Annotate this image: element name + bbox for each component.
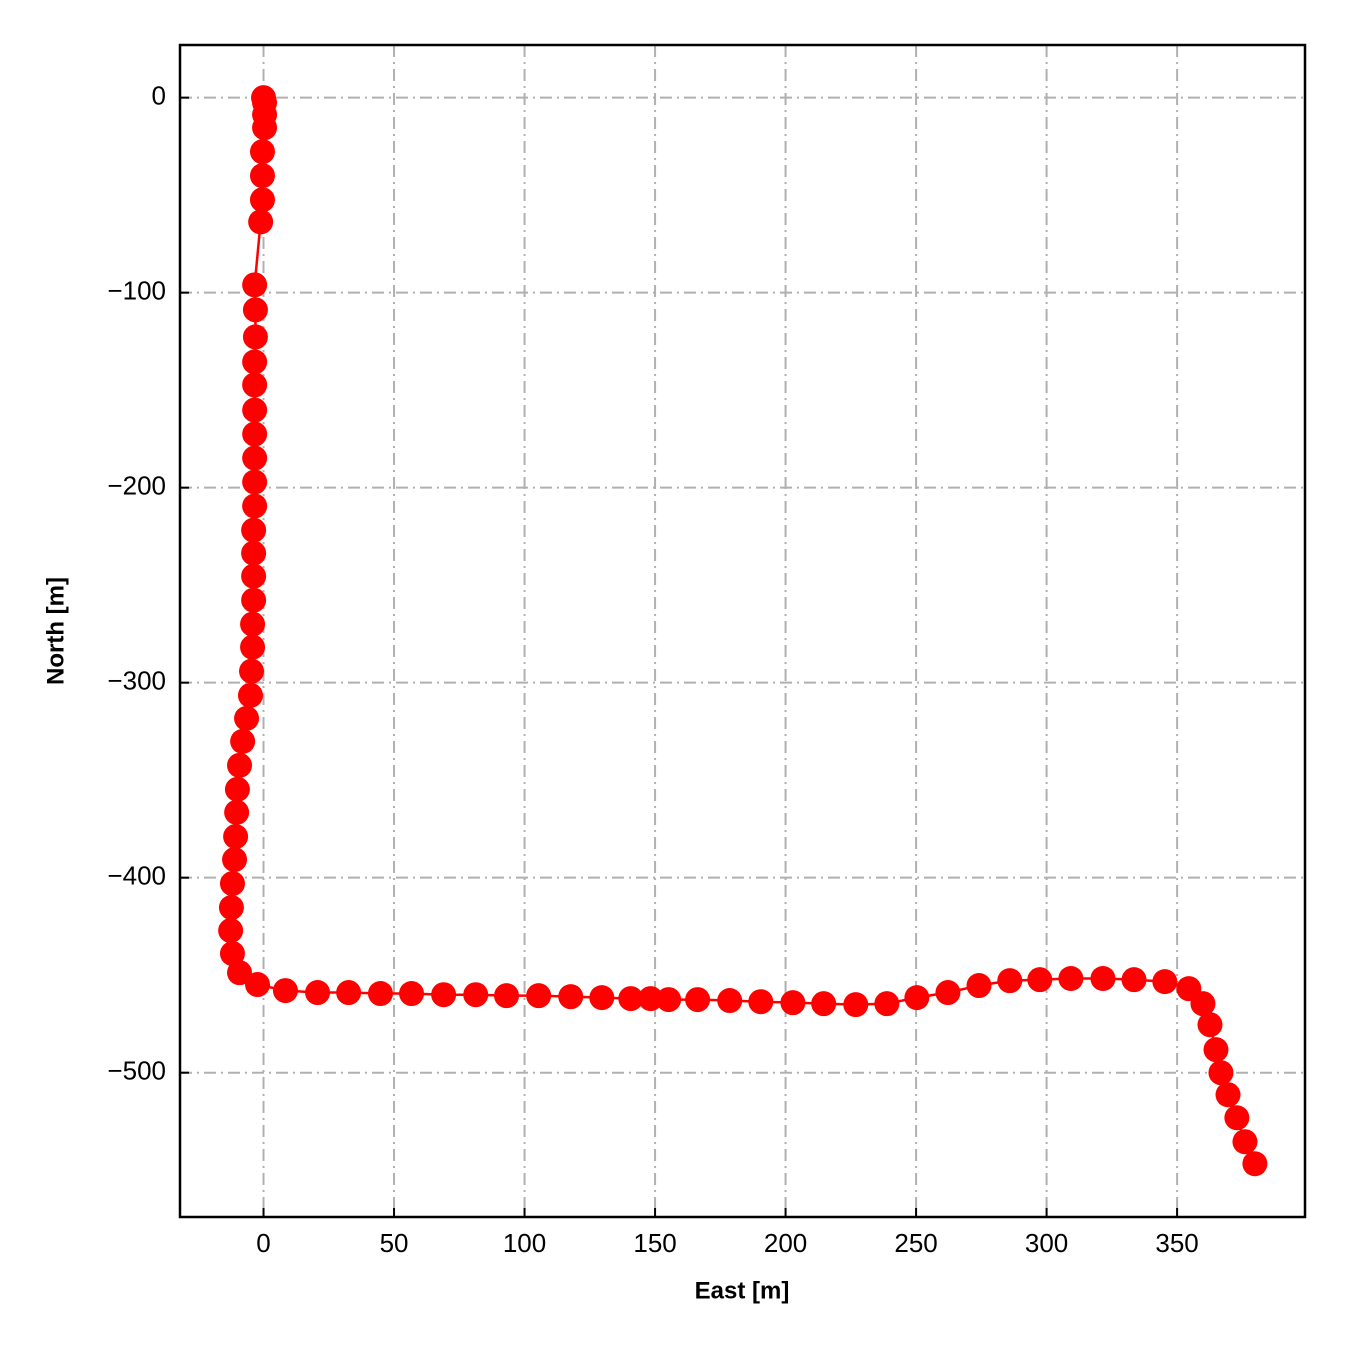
marker bbox=[463, 982, 489, 1008]
marker bbox=[224, 799, 250, 825]
plot-frame bbox=[178, 43, 1307, 1219]
marker bbox=[431, 982, 457, 1008]
marker bbox=[249, 139, 275, 165]
marker bbox=[218, 918, 244, 944]
y-tick-label: −300 bbox=[107, 666, 166, 696]
y-tick-label: −100 bbox=[107, 276, 166, 306]
marker bbox=[966, 973, 992, 999]
marker bbox=[224, 776, 250, 802]
marker bbox=[1197, 1012, 1223, 1038]
x-tick-label: 100 bbox=[503, 1228, 546, 1258]
x-tick-label: 300 bbox=[1025, 1228, 1068, 1258]
marker bbox=[242, 469, 268, 495]
marker bbox=[227, 752, 253, 778]
marker bbox=[685, 987, 711, 1013]
marker bbox=[1190, 991, 1216, 1017]
marker bbox=[618, 986, 644, 1012]
marker bbox=[242, 297, 268, 323]
marker bbox=[717, 988, 743, 1014]
marker bbox=[242, 272, 268, 298]
marker bbox=[249, 163, 275, 189]
marker bbox=[242, 421, 268, 447]
marker bbox=[242, 324, 268, 350]
marker bbox=[997, 968, 1023, 994]
marker bbox=[242, 493, 268, 519]
marker bbox=[242, 397, 268, 423]
x-tick-label: 0 bbox=[256, 1228, 270, 1258]
marker bbox=[234, 705, 260, 731]
marker bbox=[336, 980, 362, 1006]
marker bbox=[904, 985, 930, 1011]
x-tick-label: 200 bbox=[764, 1228, 807, 1258]
y-tick-label: −200 bbox=[107, 471, 166, 501]
marker bbox=[240, 634, 266, 660]
marker bbox=[241, 540, 267, 566]
marker bbox=[558, 984, 584, 1010]
marker bbox=[1224, 1105, 1250, 1131]
marker bbox=[1090, 966, 1116, 992]
marker bbox=[1203, 1037, 1229, 1063]
marker bbox=[248, 209, 274, 235]
x-tick-label: 250 bbox=[894, 1228, 937, 1258]
marker bbox=[242, 372, 268, 398]
marker bbox=[811, 991, 837, 1017]
marker bbox=[237, 682, 263, 708]
x-axis-label: East [m] bbox=[695, 1277, 790, 1304]
marker bbox=[241, 587, 267, 613]
marker bbox=[1215, 1082, 1241, 1108]
marker bbox=[780, 990, 806, 1016]
marker bbox=[1058, 966, 1084, 992]
marker bbox=[230, 728, 256, 754]
marker bbox=[241, 517, 267, 543]
marker bbox=[219, 871, 245, 897]
marker bbox=[494, 983, 520, 1009]
marker bbox=[874, 991, 900, 1017]
x-tick-label: 50 bbox=[380, 1228, 409, 1258]
marker bbox=[241, 563, 267, 589]
y-tick-label: −500 bbox=[107, 1056, 166, 1086]
marker bbox=[218, 895, 244, 921]
marker bbox=[242, 445, 268, 471]
marker bbox=[223, 824, 249, 850]
marker bbox=[843, 992, 869, 1018]
x-tick-label: 150 bbox=[633, 1228, 676, 1258]
marker bbox=[219, 941, 245, 967]
y-tick-label: 0 bbox=[152, 81, 166, 111]
marker bbox=[399, 981, 425, 1007]
marker bbox=[245, 972, 271, 998]
x-tick-label: 350 bbox=[1155, 1228, 1198, 1258]
marker bbox=[1232, 1129, 1258, 1155]
marker bbox=[305, 980, 331, 1006]
marker bbox=[252, 115, 278, 141]
marker bbox=[1027, 967, 1053, 993]
marker bbox=[239, 658, 265, 684]
marker bbox=[249, 187, 275, 213]
y-tick-label: −400 bbox=[107, 861, 166, 891]
marker bbox=[638, 986, 664, 1012]
marker bbox=[1208, 1060, 1234, 1086]
marker bbox=[656, 987, 682, 1013]
marker bbox=[272, 978, 298, 1004]
marker bbox=[227, 960, 253, 986]
y-axis-label: North [m] bbox=[42, 577, 69, 685]
marker bbox=[748, 989, 774, 1015]
marker bbox=[240, 611, 266, 637]
marker bbox=[1121, 967, 1147, 993]
marker bbox=[1242, 1151, 1268, 1177]
marker bbox=[589, 985, 615, 1011]
marker bbox=[1152, 969, 1178, 995]
marker bbox=[242, 349, 268, 375]
marker bbox=[935, 980, 961, 1006]
marker bbox=[526, 983, 552, 1009]
marker bbox=[367, 981, 393, 1007]
marker bbox=[222, 847, 248, 873]
